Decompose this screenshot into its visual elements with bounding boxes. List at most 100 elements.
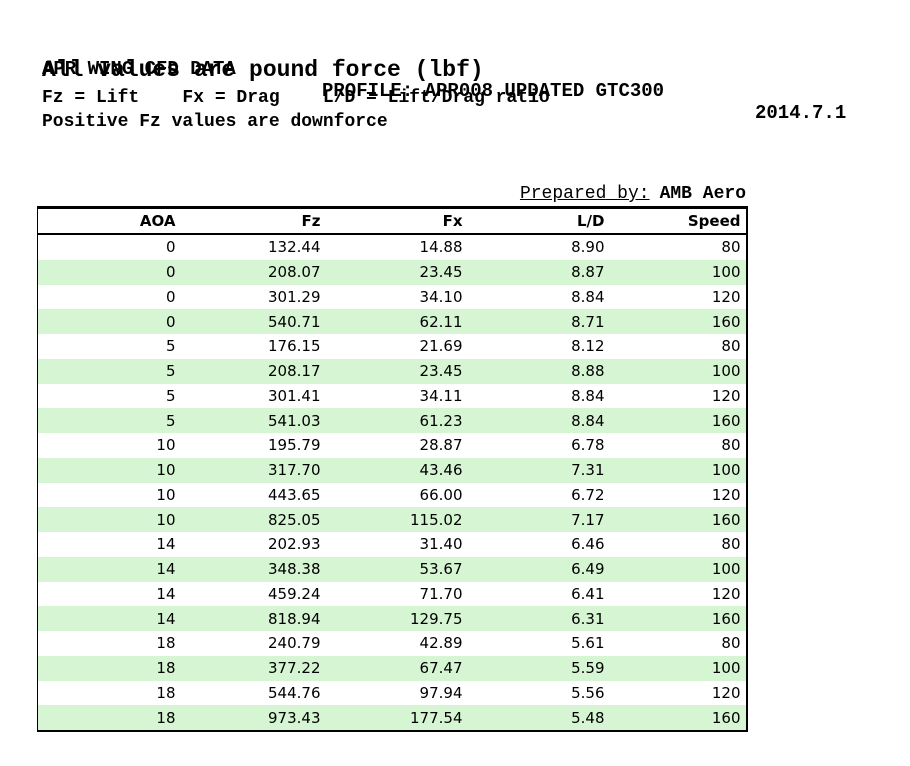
table-cell: 14 (156, 584, 176, 603)
table-cell: 28.87 (419, 436, 463, 455)
table-row: 18 544.76 97.94 5.56 120 (38, 681, 747, 706)
table-row: 14 348.38 53.67 6.49 100 (37, 556, 747, 582)
table-cell: 0 (165, 238, 176, 257)
legend-line: Fz = Lift Fx = Drag L/D = Lift/Drag rati… (42, 88, 550, 108)
table-row: 10 443.65 66.00 6.72 120 (38, 483, 747, 508)
table-cell: 160 (711, 510, 741, 529)
table-cell: 208.17 (268, 362, 321, 381)
table-row: 0 132.44 14.88 8.90 80 (38, 234, 747, 260)
table-cell: 10 (156, 485, 176, 504)
table-cell: 10 (156, 436, 176, 455)
table-cell: 818.94 (268, 609, 321, 628)
table-cell: 8.90 (571, 238, 605, 257)
table-cell: 80 (721, 337, 741, 356)
table-row: 0 540.71 62.11 8.71 160 (37, 309, 747, 334)
table-cell: 10 (156, 510, 176, 529)
profile-label: PROFILE: APR008 UPDATED GTC300 (322, 80, 665, 102)
table-cell: 0 (165, 287, 176, 306)
column-header-speed: Speed (609, 207, 747, 235)
table-cell: 443.65 (268, 485, 321, 504)
table-cell: 80 (721, 634, 741, 653)
table-cell: 6.46 (571, 535, 605, 554)
table-cell: 18 (156, 683, 176, 702)
table-cell: 43.46 (419, 461, 463, 480)
table-cell: 42.89 (419, 634, 463, 653)
column-header-fz: Fz (180, 207, 326, 235)
column-header-aoa: AOA (37, 207, 181, 235)
table-cell: 240.79 (268, 634, 321, 653)
table-cell: 18 (156, 708, 176, 727)
table-cell: 8.84 (571, 411, 605, 430)
table-cell: 23.45 (419, 263, 463, 282)
table-cell: 132.44 (268, 238, 321, 257)
table-cell: 7.17 (571, 510, 605, 529)
table-cell: 100 (711, 461, 741, 480)
table-cell: 120 (711, 584, 741, 603)
table-cell: 120 (711, 485, 741, 504)
table-cell: 377.22 (268, 659, 321, 678)
version-date: 2014.7.1 (755, 102, 847, 124)
column-header-fx: Fx (325, 207, 468, 235)
table-row: 0 301.29 34.10 8.84 120 (38, 285, 747, 310)
prepared-by-value: AMB Aero (659, 184, 746, 204)
table-cell: 7.31 (571, 461, 605, 480)
table-row: 5 541.03 61.23 8.84 160 (37, 408, 747, 433)
table-cell: 160 (711, 609, 741, 628)
table-row: 18 240.79 42.89 5.61 80 (38, 631, 747, 656)
table-cell: 10 (156, 461, 176, 480)
table-cell: 160 (711, 312, 741, 331)
table-cell: 71.70 (419, 584, 463, 603)
table-cell: 301.29 (268, 287, 321, 306)
table-cell: 62.11 (419, 312, 463, 331)
table-cell: 34.10 (419, 287, 463, 306)
table-cell: 5.56 (571, 683, 605, 702)
table-cell: 5 (165, 386, 176, 405)
table-cell: 8.87 (571, 263, 605, 282)
table-cell: 120 (711, 683, 741, 702)
table-row: 14 202.93 31.40 6.46 80 (38, 532, 747, 557)
table-row: 10 317.70 43.46 7.31 100 (37, 457, 747, 483)
table-cell: 208.07 (268, 263, 321, 282)
table-cell: 6.49 (571, 560, 605, 579)
table-cell: 120 (711, 386, 741, 405)
table-cell: 160 (711, 708, 741, 727)
table-cell: 8.84 (571, 287, 605, 306)
prepared-by: Prepared by: AMB Aero (520, 184, 746, 204)
table-cell: 5 (165, 362, 176, 381)
table-cell: 6.31 (571, 609, 605, 628)
table-cell: 544.76 (268, 683, 321, 702)
table-cell: 80 (721, 238, 741, 257)
downforce-note: Positive Fz values are downforce (42, 112, 388, 132)
table-cell: 14 (156, 609, 176, 628)
table-cell: 66.00 (419, 485, 463, 504)
table-row: 5 208.17 23.45 8.88 100 (37, 358, 747, 384)
table-cell: 14.88 (419, 238, 463, 257)
table-row: 14 459.24 71.70 6.41 120 (38, 582, 747, 607)
table-cell: 120 (711, 287, 741, 306)
table-cell: 8.84 (571, 386, 605, 405)
table-row: 0 208.07 23.45 8.87 100 (37, 259, 747, 285)
table-cell: 80 (721, 535, 741, 554)
table-cell: 61.23 (419, 411, 463, 430)
table-cell: 0 (165, 263, 176, 282)
table-cell: 100 (711, 362, 741, 381)
table-cell: 6.72 (571, 485, 605, 504)
table-cell: 14 (156, 560, 176, 579)
table-cell: 541.03 (268, 411, 321, 430)
table-cell: 97.94 (419, 683, 463, 702)
table-row: 14 818.94 129.75 6.31 160 (37, 606, 747, 631)
table-cell: 18 (156, 659, 176, 678)
table-cell: 5 (165, 337, 176, 356)
table-cell: 21.69 (419, 337, 463, 356)
table-cell: 53.67 (419, 560, 463, 579)
table-row: 10 825.05 115.02 7.17 160 (37, 507, 747, 532)
table-cell: 5.61 (571, 634, 605, 653)
table-cell: 459.24 (268, 584, 321, 603)
table-cell: 160 (711, 411, 741, 430)
table-row: 5 176.15 21.69 8.12 80 (38, 334, 747, 359)
table-cell: 540.71 (268, 312, 321, 331)
table-row: 10 195.79 28.87 6.78 80 (38, 433, 747, 458)
table-cell: 80 (721, 436, 741, 455)
table-cell: 6.78 (571, 436, 605, 455)
